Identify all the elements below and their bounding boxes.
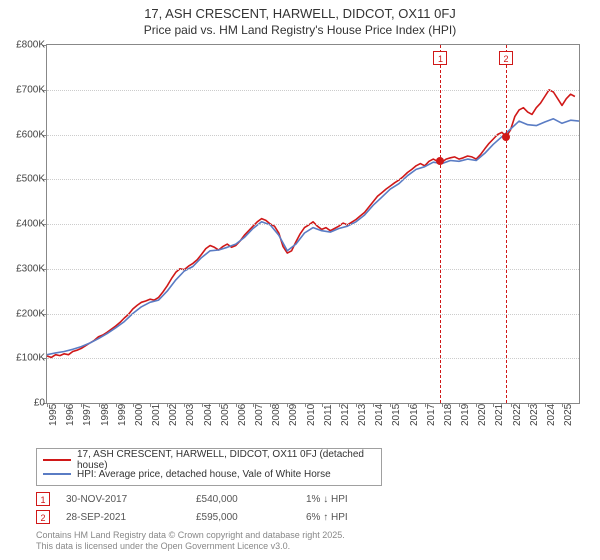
chart-title: 17, ASH CRESCENT, HARWELL, DIDCOT, OX11 …	[0, 6, 600, 21]
x-axis-label: 2009	[288, 404, 299, 426]
legend-swatch	[43, 473, 71, 475]
sale-date: 28-SEP-2021	[66, 512, 196, 523]
sale-hpi-diff: 6% ↑ HPI	[306, 512, 348, 523]
gridline	[47, 358, 579, 359]
x-axis-label: 2020	[477, 404, 488, 426]
footer-line: Contains HM Land Registry data © Crown c…	[36, 530, 345, 541]
y-axis-label: £700K	[1, 84, 45, 95]
x-axis-label: 1998	[100, 404, 111, 426]
x-axis-label: 2004	[203, 404, 214, 426]
chart-subtitle: Price paid vs. HM Land Registry's House …	[0, 23, 600, 37]
x-axis-label: 1999	[117, 404, 128, 426]
footer-line: This data is licensed under the Open Gov…	[36, 541, 345, 552]
sale-marker-icon: 2	[499, 51, 513, 65]
x-axis-label: 2014	[374, 404, 385, 426]
legend-item: 17, ASH CRESCENT, HARWELL, DIDCOT, OX11 …	[43, 453, 375, 467]
sale-date: 30-NOV-2017	[66, 494, 196, 505]
y-axis-label: £500K	[1, 174, 45, 185]
x-axis-label: 1996	[65, 404, 76, 426]
x-axis-label: 2024	[546, 404, 557, 426]
y-axis-label: £600K	[1, 129, 45, 140]
x-axis-label: 2010	[306, 404, 317, 426]
gridline	[47, 314, 579, 315]
x-axis-label: 2018	[443, 404, 454, 426]
sale-price: £595,000	[196, 512, 306, 523]
x-axis-label: 2016	[409, 404, 420, 426]
plot-border: £0£100K£200K£300K£400K£500K£600K£700K£80…	[46, 44, 580, 404]
x-axis-label: 2012	[340, 404, 351, 426]
sale-point-icon	[502, 133, 510, 141]
gridline	[47, 90, 579, 91]
x-axis-label: 2021	[494, 404, 505, 426]
x-axis-label: 2002	[168, 404, 179, 426]
series-line-hpi	[47, 119, 579, 355]
sale-marker-line	[440, 45, 441, 403]
x-axis-label: 2000	[134, 404, 145, 426]
sale-row: 2 28-SEP-2021 £595,000 6% ↑ HPI	[36, 508, 348, 526]
sale-marker-icon: 2	[36, 510, 50, 524]
sale-price: £540,000	[196, 494, 306, 505]
legend-label: HPI: Average price, detached house, Vale…	[77, 469, 331, 480]
x-axis-label: 1995	[48, 404, 59, 426]
gridline	[47, 179, 579, 180]
x-axis-label: 2015	[391, 404, 402, 426]
x-axis-label: 2017	[426, 404, 437, 426]
gridline	[47, 135, 579, 136]
y-axis-label: £0	[1, 398, 45, 409]
x-axis-label: 1997	[82, 404, 93, 426]
gridline	[47, 224, 579, 225]
gridline	[47, 269, 579, 270]
x-axis-label: 2023	[529, 404, 540, 426]
x-axis-label: 2011	[323, 404, 334, 426]
y-axis-label: £800K	[1, 40, 45, 51]
sale-marker-icon: 1	[36, 492, 50, 506]
y-axis-label: £400K	[1, 219, 45, 230]
sale-row: 1 30-NOV-2017 £540,000 1% ↓ HPI	[36, 490, 348, 508]
sale-point-icon	[436, 157, 444, 165]
x-axis-label: 2008	[271, 404, 282, 426]
chart-titles: 17, ASH CRESCENT, HARWELL, DIDCOT, OX11 …	[0, 0, 600, 37]
legend-swatch	[43, 459, 71, 461]
x-axis-label: 2006	[237, 404, 248, 426]
sales-table: 1 30-NOV-2017 £540,000 1% ↓ HPI 2 28-SEP…	[36, 490, 348, 526]
y-axis-label: £200K	[1, 308, 45, 319]
x-axis-label: 2003	[185, 404, 196, 426]
x-axis-label: 2013	[357, 404, 368, 426]
plot-area: £0£100K£200K£300K£400K£500K£600K£700K£80…	[46, 44, 580, 404]
x-axis-label: 2019	[460, 404, 471, 426]
chart-container: 17, ASH CRESCENT, HARWELL, DIDCOT, OX11 …	[0, 0, 600, 560]
sale-marker-line	[506, 45, 507, 403]
y-axis-label: £100K	[1, 353, 45, 364]
legend-box: 17, ASH CRESCENT, HARWELL, DIDCOT, OX11 …	[36, 448, 382, 486]
footer-attribution: Contains HM Land Registry data © Crown c…	[36, 530, 345, 553]
y-axis-label: £300K	[1, 263, 45, 274]
sale-marker-icon: 1	[433, 51, 447, 65]
x-axis-label: 2005	[220, 404, 231, 426]
x-axis-label: 2025	[563, 404, 574, 426]
sale-hpi-diff: 1% ↓ HPI	[306, 494, 348, 505]
x-axis-label: 2001	[151, 404, 162, 426]
x-axis-label: 2007	[254, 404, 265, 426]
x-axis-label: 2022	[512, 404, 523, 426]
legend-item: HPI: Average price, detached house, Vale…	[43, 467, 375, 481]
